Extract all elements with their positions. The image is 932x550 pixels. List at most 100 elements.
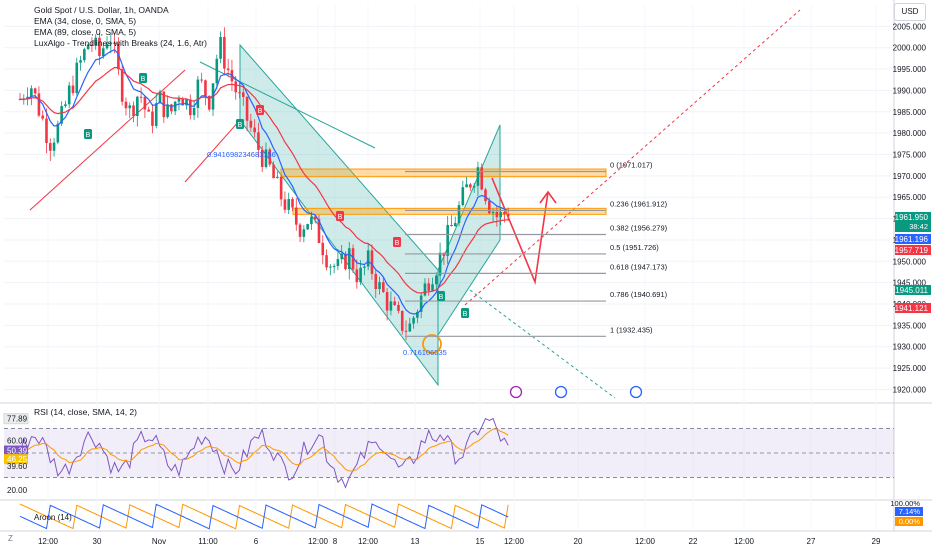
candle-body <box>253 127 256 133</box>
aroon-axis-label: 7.14% <box>899 507 921 516</box>
candle-body <box>291 199 294 208</box>
signal-label: B <box>439 294 444 301</box>
candle-body <box>404 330 408 332</box>
ema-89-line <box>20 66 509 294</box>
price-tag-box <box>895 234 931 244</box>
fib-level-label: 0.382 (1956.279) <box>610 223 668 232</box>
candle-body <box>249 120 253 128</box>
signal-label: B <box>463 311 468 318</box>
candle-body <box>317 219 321 243</box>
buy-signal-marker <box>461 308 469 318</box>
aroon-legend[interactable]: Aroon (14) <box>34 513 72 522</box>
candle-body <box>234 81 238 93</box>
forecast-arrow-head <box>539 190 557 204</box>
currency-button[interactable]: USD <box>894 3 926 21</box>
z-button[interactable]: Z <box>8 534 13 543</box>
price-tag-value: 1945.011 <box>895 286 928 295</box>
fib-level-label: 0.5 (1951.726) <box>610 243 659 252</box>
price-tag-value: 1957.719 <box>895 246 929 255</box>
price-tag-value: 1961.196 <box>895 235 929 244</box>
candle-body <box>64 104 67 107</box>
candle-body <box>427 283 431 291</box>
candle-body <box>491 211 495 214</box>
signal-label: B <box>338 214 343 221</box>
candle-body <box>438 252 442 276</box>
candle-body <box>219 36 222 59</box>
candle-body <box>393 301 396 306</box>
signal-label: B <box>86 132 91 139</box>
time-tick-label: 8 <box>333 537 338 546</box>
ema-34-line <box>20 48 509 315</box>
candle-body <box>257 132 260 150</box>
economic-event-icon <box>509 385 523 399</box>
candle-body <box>294 207 298 225</box>
rsi-axis-label: 20.00 <box>7 486 28 495</box>
luxalgo-legend[interactable]: LuxAlgo - Trendlines with Breaks (24, 1.… <box>34 38 207 48</box>
price-tag-box <box>895 245 931 255</box>
time-tick-label: 12:00 <box>358 537 379 546</box>
candle-body <box>204 80 207 96</box>
candle-body <box>113 42 116 45</box>
candle-body <box>101 48 105 56</box>
candle-body <box>177 98 181 102</box>
symbol-title[interactable]: Gold Spot / U.S. Dollar, 1h, OANDA <box>34 5 169 15</box>
candle-body <box>192 108 196 116</box>
candle-body <box>382 282 385 293</box>
price-tick-label: 1930.000 <box>893 343 927 352</box>
price-tick-label: 1965.000 <box>893 193 927 202</box>
ema-34-legend[interactable]: EMA (34, close, 0, SMA, 5) <box>34 16 137 26</box>
signal-label: B <box>395 240 400 247</box>
candle-body <box>238 92 241 94</box>
time-tick-label: 15 <box>476 537 485 546</box>
ema-89-legend[interactable]: EMA (89, close, 0, SMA, 5) <box>34 27 137 37</box>
candle-body <box>321 242 325 256</box>
candle-body <box>109 42 113 45</box>
candle-body <box>450 224 453 227</box>
buy-signal-marker <box>236 119 244 129</box>
candle-body <box>56 123 60 143</box>
price-tick-label: 1950.000 <box>893 257 927 266</box>
time-tick-label: 12:00 <box>38 537 59 546</box>
candle-body <box>385 292 389 311</box>
candle-body <box>241 92 245 97</box>
swing-low-circle <box>422 334 442 354</box>
candle-body <box>461 187 465 206</box>
candle-body <box>41 115 45 119</box>
rsi-legend[interactable]: RSI (14, close, SMA, 14, 2) <box>34 407 137 417</box>
candle-body <box>359 267 362 283</box>
price-tag-value: 1961.950 <box>895 213 929 222</box>
candle-body <box>120 69 124 102</box>
candle-body <box>226 68 230 71</box>
pivot-zone <box>292 207 607 215</box>
price-tick-label: 1925.000 <box>893 364 927 373</box>
candle-body <box>223 36 226 69</box>
price-tick-label: 1970.000 <box>893 172 927 181</box>
candle-body <box>86 44 90 50</box>
candle-body <box>423 283 427 296</box>
candle-body <box>154 103 158 126</box>
rsi-value-tag <box>4 454 28 465</box>
buy-signal-marker <box>139 73 147 83</box>
time-tick-label: 29 <box>872 537 881 546</box>
candle-body <box>30 88 33 97</box>
price-tick-label: 1985.000 <box>893 108 927 117</box>
candle-body <box>181 98 185 106</box>
candle-body <box>272 164 275 179</box>
price-tick-label: 1920.000 <box>893 385 927 394</box>
candle-body <box>472 185 476 188</box>
candle-body <box>151 111 154 126</box>
economic-event-icon <box>629 385 643 399</box>
rsi-axis-label: 46.25 <box>7 455 28 464</box>
rsi-line <box>19 417 509 489</box>
candle-body <box>453 223 457 227</box>
buy-signal-marker <box>84 129 92 139</box>
candle-body <box>355 269 359 283</box>
signal-label: B <box>238 122 243 129</box>
candle-body <box>143 96 147 110</box>
candle-body <box>344 253 347 270</box>
candle-body <box>268 149 272 165</box>
candle-body <box>136 96 139 116</box>
